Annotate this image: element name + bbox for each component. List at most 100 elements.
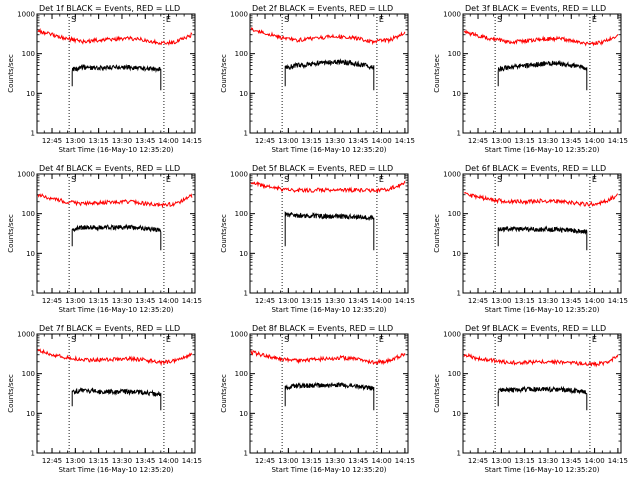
plot-frame xyxy=(249,173,409,294)
x-tick-label: 12:45 xyxy=(255,137,275,145)
x-tick-label: 14:15 xyxy=(608,137,628,145)
chart-panel-2: Det 2f BLACK = Events, RED = LLD 1 10 100 10… xyxy=(220,4,415,154)
y-tick-label: 10 xyxy=(239,410,248,418)
x-axis-label: Start Time (16-May-10 12:35:20) xyxy=(484,306,599,314)
x-tick-label: 13:00 xyxy=(278,297,298,305)
x-tick-label: 12:45 xyxy=(255,297,275,305)
y-tick-label: 1000 xyxy=(17,331,35,339)
x-tick-label: 14:00 xyxy=(371,137,391,145)
x-axis-label: Start Time (16-May-10 12:35:20) xyxy=(484,146,599,154)
x-tick-label: 13:30 xyxy=(112,137,132,145)
y-tick-label: 10 xyxy=(26,250,35,258)
x-tick-label: 14:15 xyxy=(395,137,415,145)
x-tick-label: 14:00 xyxy=(584,137,604,145)
x-tick-label: 14:15 xyxy=(182,457,202,465)
marker-label-e: E xyxy=(379,15,384,24)
x-tick-label: 13:15 xyxy=(89,457,109,465)
marker-label-s: S xyxy=(71,335,76,344)
x-tick-label: 13:00 xyxy=(65,457,85,465)
x-tick-label: 14:15 xyxy=(395,297,415,305)
x-tick-label: 13:00 xyxy=(65,297,85,305)
marker-label-s: S xyxy=(497,15,502,24)
chart-panel-9: Det 9f BLACK = Events, RED = LLD 1 10 100 10… xyxy=(433,324,628,474)
chart-title: Det 5f BLACK = Events, RED = LLD xyxy=(252,164,393,173)
x-tick-label: 12:45 xyxy=(468,297,488,305)
x-axis-label: Start Time (16-May-10 12:35:20) xyxy=(58,146,173,154)
x-tick-label: 14:15 xyxy=(608,457,628,465)
y-tick-label: 1 xyxy=(244,450,248,458)
plot-frame xyxy=(249,13,409,134)
y-tick-label: 100 xyxy=(235,210,248,218)
y-axis-label: Counts/sec xyxy=(433,54,441,93)
x-tick-label: 12:45 xyxy=(468,457,488,465)
x-tick-label: 13:30 xyxy=(325,297,345,305)
x-tick-label: 12:45 xyxy=(42,297,62,305)
chart-panel-6: Det 6f BLACK = Events, RED = LLD 1 10 100 10… xyxy=(433,164,628,314)
x-tick-label: 13:15 xyxy=(302,457,322,465)
x-tick-label: 14:00 xyxy=(371,457,391,465)
y-tick-label: 1000 xyxy=(230,11,248,19)
marker-label-e: E xyxy=(166,335,171,344)
y-tick-label: 1 xyxy=(31,290,35,298)
x-tick-label: 14:00 xyxy=(584,297,604,305)
x-tick-label: 13:00 xyxy=(491,137,511,145)
x-tick-label: 13:00 xyxy=(491,297,511,305)
chart-panel-4: Det 4f BLACK = Events, RED = LLD 1 10 100 10… xyxy=(7,164,202,314)
plot-frame xyxy=(36,173,196,294)
y-tick-label: 1000 xyxy=(17,171,35,179)
series-line-events xyxy=(497,385,588,411)
series-line-events xyxy=(284,58,375,91)
series-line-events xyxy=(284,211,375,251)
y-axis-label: Counts/sec xyxy=(220,374,228,413)
x-axis-label: Start Time (16-May-10 12:35:20) xyxy=(271,146,386,154)
x-tick-label: 12:45 xyxy=(468,137,488,145)
x-tick-label: 14:00 xyxy=(158,457,178,465)
plot-frame xyxy=(462,13,622,134)
x-tick-label: 14:00 xyxy=(584,457,604,465)
marker-label-s: S xyxy=(284,335,289,344)
series-line-events xyxy=(284,381,375,411)
y-tick-label: 1 xyxy=(244,130,248,138)
x-axis-label: Start Time (16-May-10 12:35:20) xyxy=(58,306,173,314)
y-tick-label: 10 xyxy=(26,90,35,98)
series-line-lld xyxy=(37,348,193,367)
marker-label-e: E xyxy=(379,175,384,184)
x-tick-label: 13:45 xyxy=(348,457,368,465)
x-tick-label: 14:00 xyxy=(371,297,391,305)
plot-frame xyxy=(462,173,622,294)
x-tick-label: 13:45 xyxy=(348,297,368,305)
plot-frame xyxy=(36,13,196,134)
x-tick-label: 13:15 xyxy=(515,137,535,145)
x-tick-label: 13:45 xyxy=(561,297,581,305)
x-tick-label: 13:15 xyxy=(302,137,322,145)
chart-title: Det 6f BLACK = Events, RED = LLD xyxy=(465,164,606,173)
x-tick-label: 13:30 xyxy=(538,457,558,465)
x-axis-label: Start Time (16-May-10 12:35:20) xyxy=(484,466,599,474)
y-tick-label: 1 xyxy=(244,290,248,298)
y-tick-label: 10 xyxy=(239,90,248,98)
x-tick-label: 12:45 xyxy=(42,457,62,465)
series-line-lld xyxy=(37,193,193,209)
y-tick-label: 100 xyxy=(448,370,461,378)
series-line-events xyxy=(71,223,162,251)
marker-label-s: S xyxy=(497,175,502,184)
x-tick-label: 13:15 xyxy=(89,137,109,145)
y-axis-label: Counts/sec xyxy=(220,54,228,93)
y-tick-label: 1 xyxy=(457,290,461,298)
x-tick-label: 13:30 xyxy=(112,457,132,465)
series-line-lld xyxy=(37,27,193,46)
x-tick-label: 13:30 xyxy=(112,297,132,305)
y-axis-label: Counts/sec xyxy=(7,54,15,93)
chart-panel-1: Det 1f BLACK = Events, RED = LLD 1 10 100 10… xyxy=(7,4,202,154)
marker-label-s: S xyxy=(71,15,76,24)
y-tick-label: 100 xyxy=(22,50,35,58)
x-tick-label: 13:15 xyxy=(515,297,535,305)
x-tick-label: 14:15 xyxy=(182,297,202,305)
y-tick-label: 100 xyxy=(22,370,35,378)
x-axis-label: Start Time (16-May-10 12:35:20) xyxy=(58,466,173,474)
plot-frame xyxy=(36,333,196,454)
x-tick-label: 13:30 xyxy=(538,137,558,145)
x-tick-label: 13:00 xyxy=(278,457,298,465)
x-tick-label: 13:30 xyxy=(325,137,345,145)
series-line-lld xyxy=(250,180,406,194)
